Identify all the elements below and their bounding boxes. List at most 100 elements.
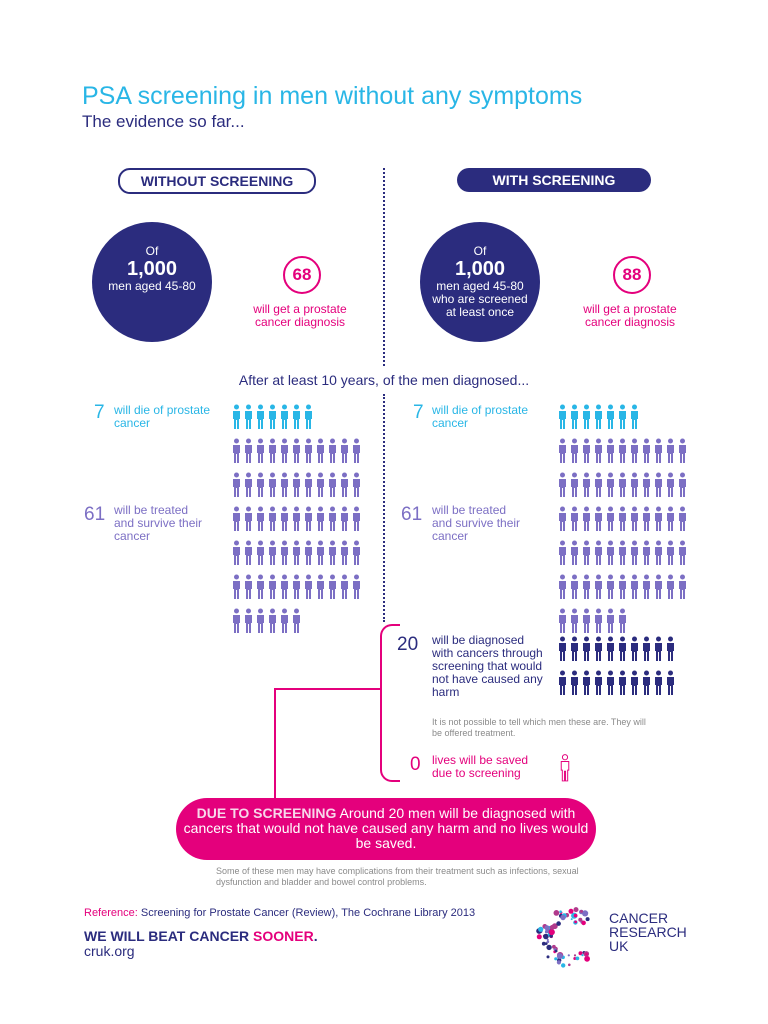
man-icon-overdiagnosed <box>641 636 652 667</box>
man-icon-survived <box>581 506 592 537</box>
banner-text: Around 20 men will be diagnosed with can… <box>183 805 589 851</box>
bracket-lower <box>380 688 400 782</box>
man-icon-survived <box>351 472 362 503</box>
complications-footnote: Some of these men may have complications… <box>216 866 579 887</box>
without-die-text: will die of prostate cancer <box>114 403 211 430</box>
man-icon-survived <box>267 540 278 571</box>
man-icon-survived <box>641 472 652 503</box>
man-icon-overdiagnosed <box>653 636 664 667</box>
man-icon-survived <box>327 438 338 469</box>
man-icon-survived <box>617 506 628 537</box>
column-divider-top <box>383 168 385 366</box>
logo-dot <box>567 954 570 957</box>
logo-dot <box>581 954 584 957</box>
man-icon-survived <box>267 608 278 639</box>
man-icon-survived <box>629 574 640 605</box>
with-saved-number: 0 <box>410 754 421 775</box>
logo-dot <box>546 938 549 941</box>
logo-dot <box>574 920 577 924</box>
man-icon-survived <box>279 472 290 503</box>
cruk-logo-icon <box>536 905 600 974</box>
outline-man-icon <box>558 754 572 787</box>
without-men-grid <box>231 404 362 639</box>
man-icon-survived <box>339 574 350 605</box>
logo-dot <box>549 925 555 930</box>
after-ten-years-heading: After at least 10 years, of the men diag… <box>238 372 530 388</box>
logo-dot <box>541 941 546 946</box>
page-subtitle: The evidence so far... <box>82 112 245 131</box>
man-icon-survived <box>569 540 580 571</box>
man-icon-survived <box>315 438 326 469</box>
man-icon-survived <box>617 540 628 571</box>
logo-dot <box>573 957 577 960</box>
man-icon-died <box>255 404 266 435</box>
without-circle-number: 1,000 <box>126 258 178 280</box>
man-icon-overdiagnosed <box>617 636 628 667</box>
with-overdiagnosed-text: will be diagnosed with cancers through s… <box>432 633 543 699</box>
man-icon-survived <box>255 608 266 639</box>
logo-dot <box>573 954 577 957</box>
man-icon-survived <box>665 438 676 469</box>
man-icon-survived <box>231 540 242 571</box>
man-icon-survived <box>665 540 676 571</box>
slogan-main: WE WILL BEAT CANCER <box>84 928 250 944</box>
logo-dot <box>548 929 555 936</box>
man-icon-survived <box>593 608 604 639</box>
man-icon-survived <box>641 540 652 571</box>
slogan-end: . <box>313 928 318 944</box>
with-overdiagnosed-grid <box>557 636 676 701</box>
logo-dot <box>568 963 571 967</box>
man-icon-survived <box>593 438 604 469</box>
with-circle-of: Of <box>473 244 487 258</box>
man-icon-survived <box>581 574 592 605</box>
grid-spacer <box>327 404 338 435</box>
with-circle: Of 1,000 men aged 45-80 who are screened… <box>420 222 540 342</box>
man-icon-overdiagnosed <box>641 670 652 701</box>
without-screening-label: WITHOUT SCREENING <box>118 168 316 194</box>
man-icon-survived <box>581 438 592 469</box>
logo-dot <box>556 953 563 960</box>
logo-dot <box>546 944 552 951</box>
banner-lead: DUE TO SCREENING <box>196 805 337 821</box>
man-icon-survived <box>231 608 242 639</box>
man-icon-survived <box>605 574 616 605</box>
logo-dot <box>543 933 549 940</box>
man-icon-survived <box>243 438 254 469</box>
man-icon-died <box>569 404 580 435</box>
man-icon-overdiagnosed <box>665 670 676 701</box>
man-icon-survived <box>557 540 568 571</box>
man-icon-survived <box>243 574 254 605</box>
page-title: PSA screening in men without any symptom… <box>82 82 583 110</box>
man-icon-survived <box>291 438 302 469</box>
with-die-text: will die of prostate cancer <box>432 403 529 430</box>
with-circle-number: 1,000 <box>454 258 506 280</box>
man-icon-overdiagnosed <box>593 636 604 667</box>
man-icon-survived <box>569 574 580 605</box>
without-die-number: 7 <box>94 402 105 423</box>
man-icon-died <box>557 404 568 435</box>
logo-dot <box>556 960 561 965</box>
man-icon-survived <box>267 438 278 469</box>
man-icon-survived <box>629 540 640 571</box>
man-icon-survived <box>255 472 266 503</box>
man-icon-survived <box>557 506 568 537</box>
logo-dot <box>575 956 580 961</box>
without-diagnosed-number: 68 <box>283 256 321 294</box>
grid-spacer <box>665 404 676 435</box>
man-icon-survived <box>653 472 664 503</box>
man-icon-survived <box>641 506 652 537</box>
man-icon-survived <box>243 608 254 639</box>
man-icon-survived <box>629 472 640 503</box>
logo-dot <box>538 926 544 932</box>
man-icon-survived <box>557 472 568 503</box>
logo-line-3: UK <box>609 938 629 954</box>
man-icon-survived <box>291 472 302 503</box>
man-icon-survived <box>279 540 290 571</box>
man-icon-survived <box>593 540 604 571</box>
man-icon-survived <box>315 540 326 571</box>
man-icon-overdiagnosed <box>581 636 592 667</box>
man-icon-survived <box>605 506 616 537</box>
logo-dot <box>553 910 560 916</box>
website-link[interactable]: cruk.org <box>84 943 135 959</box>
man-icon-survived <box>279 608 290 639</box>
